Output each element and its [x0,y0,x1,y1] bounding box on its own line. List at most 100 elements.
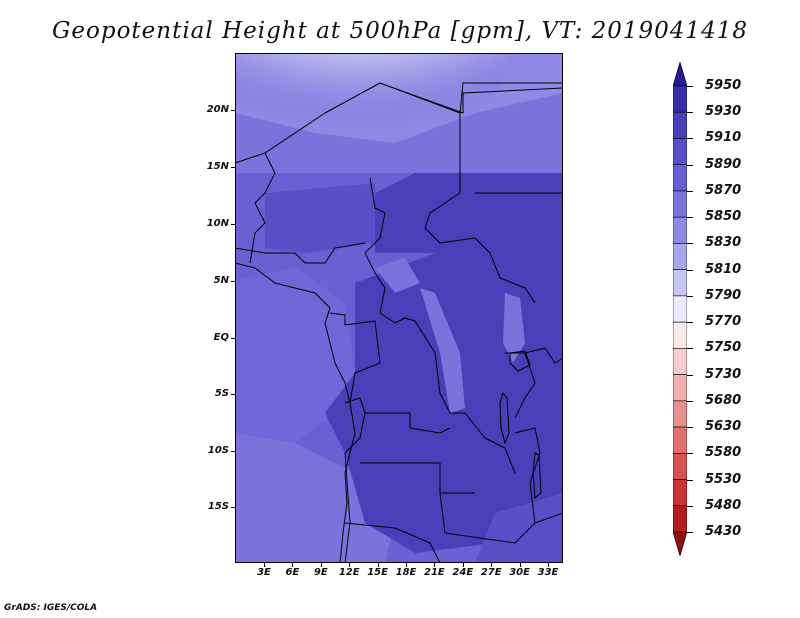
colorbar-level-label: 5630 [705,419,742,435]
colorbar-level-label: 5530 [705,471,742,487]
colorbar-tick [687,505,693,507]
colorbar-swatch [673,85,687,113]
colorbar-tick [687,479,693,481]
colorbar-tick [687,322,693,324]
lat-tick-mark [231,224,235,225]
lake-malawi [532,452,542,500]
colorbar-tick [687,243,693,245]
colorbar-swatch [673,374,687,402]
height-field-central-high [325,253,563,553]
lon-tick-mark [462,563,464,567]
lon-tick-mark [406,563,407,567]
lat-tick-label: 5N [213,275,229,286]
height-field-southeast-edge [475,493,563,563]
page-title: Geopotential Height at 500hPa [gpm], VT:… [52,18,748,44]
colorbar-level-label: 5950 [705,78,742,93]
colorbar-swatch [673,295,687,323]
colorbar-swatch [673,321,687,349]
lon-tick-label: 6E [285,567,300,578]
height-field-streak-1 [420,288,465,413]
lat-tick-mark [231,281,235,282]
colorbar-swatch [673,216,687,244]
colorbar-swatch [673,479,687,507]
lon-tick-label: 30E [509,567,530,578]
colorbar-tick [687,348,693,350]
lat-tick-label: 20N [206,104,229,115]
lat-tick-label: 10N [206,218,229,229]
colorbar-top-arrow [673,62,687,87]
colorbar-swatch [673,243,687,270]
colorbar-tick [687,427,693,429]
colorbar-level-label: 5890 [705,156,742,172]
height-field-streak-3 [375,258,420,293]
lat-tick-mark [231,338,235,339]
map-canvas [235,53,563,563]
lat-tick-label: 15N [206,161,229,172]
lon-tick-mark [519,563,521,567]
colorbar-swatch [673,400,687,428]
colorbar-tick [687,138,693,140]
country-borders [235,82,563,563]
colorbar-level-label: 5810 [705,261,742,277]
colorbar-tick [687,190,693,192]
colorbar [673,62,687,556]
colorbar-tick [687,269,693,271]
lat-tick-mark [231,167,235,168]
colorbar-level-label: 5580 [705,445,742,461]
lon-tick-mark [491,563,493,567]
colorbar-swatch [673,426,687,454]
lat-tick-mark [231,451,235,452]
colorbar-tick [687,400,693,402]
colorbar-level-label: 5870 [705,182,742,198]
map-panel [235,53,563,563]
colorbar-level-label: 5730 [705,366,742,382]
lon-tick-label: 21E [424,567,445,578]
colorbar-tick [687,86,693,87]
lat-tick-label: 5S [214,388,229,399]
colorbar-tick [687,374,693,376]
lon-tick-mark [548,563,549,567]
colorbar-level-label: 5770 [705,314,742,330]
lon-tick-label: 9E [313,567,328,578]
lon-tick-mark [264,563,265,567]
colorbar-tick [687,164,693,166]
colorbar-tick [687,217,693,219]
height-field-southwest-band [235,267,355,443]
height-field-far-southwest [235,433,395,563]
lon-tick-label: 24E [452,567,474,578]
height-field-west-band [265,183,375,253]
lon-tick-label: 15E [367,567,388,578]
lon-tick-label: 18E [395,567,417,578]
colorbar-tick [687,532,693,533]
colorbar-swatch [673,111,687,139]
colorbar-level-label: 5930 [705,104,742,120]
colorbar-tick [687,453,693,455]
lon-tick-label: 33E [537,567,559,578]
colorbar-level-label: 5750 [705,340,742,356]
colorbar-swatch [673,269,687,297]
lat-tick-mark [231,110,235,111]
colorbar-tick [687,112,693,114]
colorbar-level-label: 5480 [705,497,742,513]
footer-credit: GrADS: IGES/COLA [4,603,98,613]
colorbar-swatch [673,452,687,480]
map-border [235,53,563,563]
colorbar-swatch [673,505,687,533]
lon-tick-mark [320,563,322,567]
colorbar-level-label: 5680 [705,392,742,408]
colorbar-swatch [673,164,687,192]
lon-tick-label: 12E [338,567,360,578]
lon-tick-label: 27E [480,567,502,578]
lat-tick-label: EQ [213,332,229,343]
colorbar-swatch [673,190,687,218]
colorbar-level-label: 5430 [705,524,742,539]
colorbar-bottom-arrow [673,531,687,556]
lon-tick-mark [349,563,351,567]
lat-tick-mark [231,394,235,395]
colorbar-swatch [673,348,687,375]
lon-tick-mark [434,563,436,567]
colorbar-level-label: 5790 [705,287,742,303]
lon-tick-mark [377,563,379,567]
lake-victoria [509,350,531,372]
